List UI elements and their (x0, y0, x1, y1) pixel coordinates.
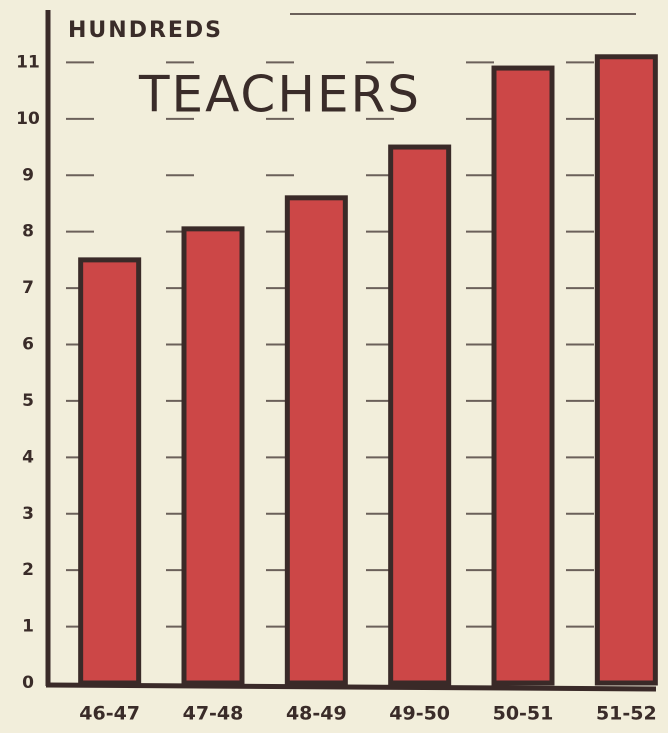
bar (594, 54, 658, 686)
x-tick-label: 46-47 (79, 703, 140, 725)
x-tick-label: 48-49 (286, 703, 347, 725)
x-tick-label: 49-50 (389, 703, 450, 725)
x-tick-label: 51-52 (596, 703, 657, 725)
y-tick-label: 10 (16, 109, 40, 129)
y-tick-label: 6 (22, 335, 34, 355)
y-tick-label: 2 (22, 560, 34, 580)
bar (491, 65, 555, 686)
bar (78, 257, 142, 686)
y-tick-label: 4 (22, 447, 34, 467)
y-tick-label: 8 (22, 222, 34, 242)
y-tick-label: 0 (22, 673, 34, 693)
y-axis-label: HUNDREDS (68, 18, 223, 43)
y-tick-label: 11 (16, 52, 40, 72)
x-tick-label: 47-48 (183, 703, 244, 725)
chart-title: TEACHERS (138, 66, 421, 124)
bar (284, 195, 348, 686)
y-tick-label: 9 (22, 165, 34, 185)
y-tick-label: 1 (22, 617, 34, 637)
y-tick-label: 5 (22, 391, 34, 411)
bar (181, 226, 245, 686)
x-tick-label: 50-51 (493, 703, 554, 725)
y-tick-label: 3 (22, 504, 34, 524)
bar (388, 144, 452, 686)
x-axis (45, 682, 657, 692)
y-tick-label: 7 (22, 278, 34, 298)
